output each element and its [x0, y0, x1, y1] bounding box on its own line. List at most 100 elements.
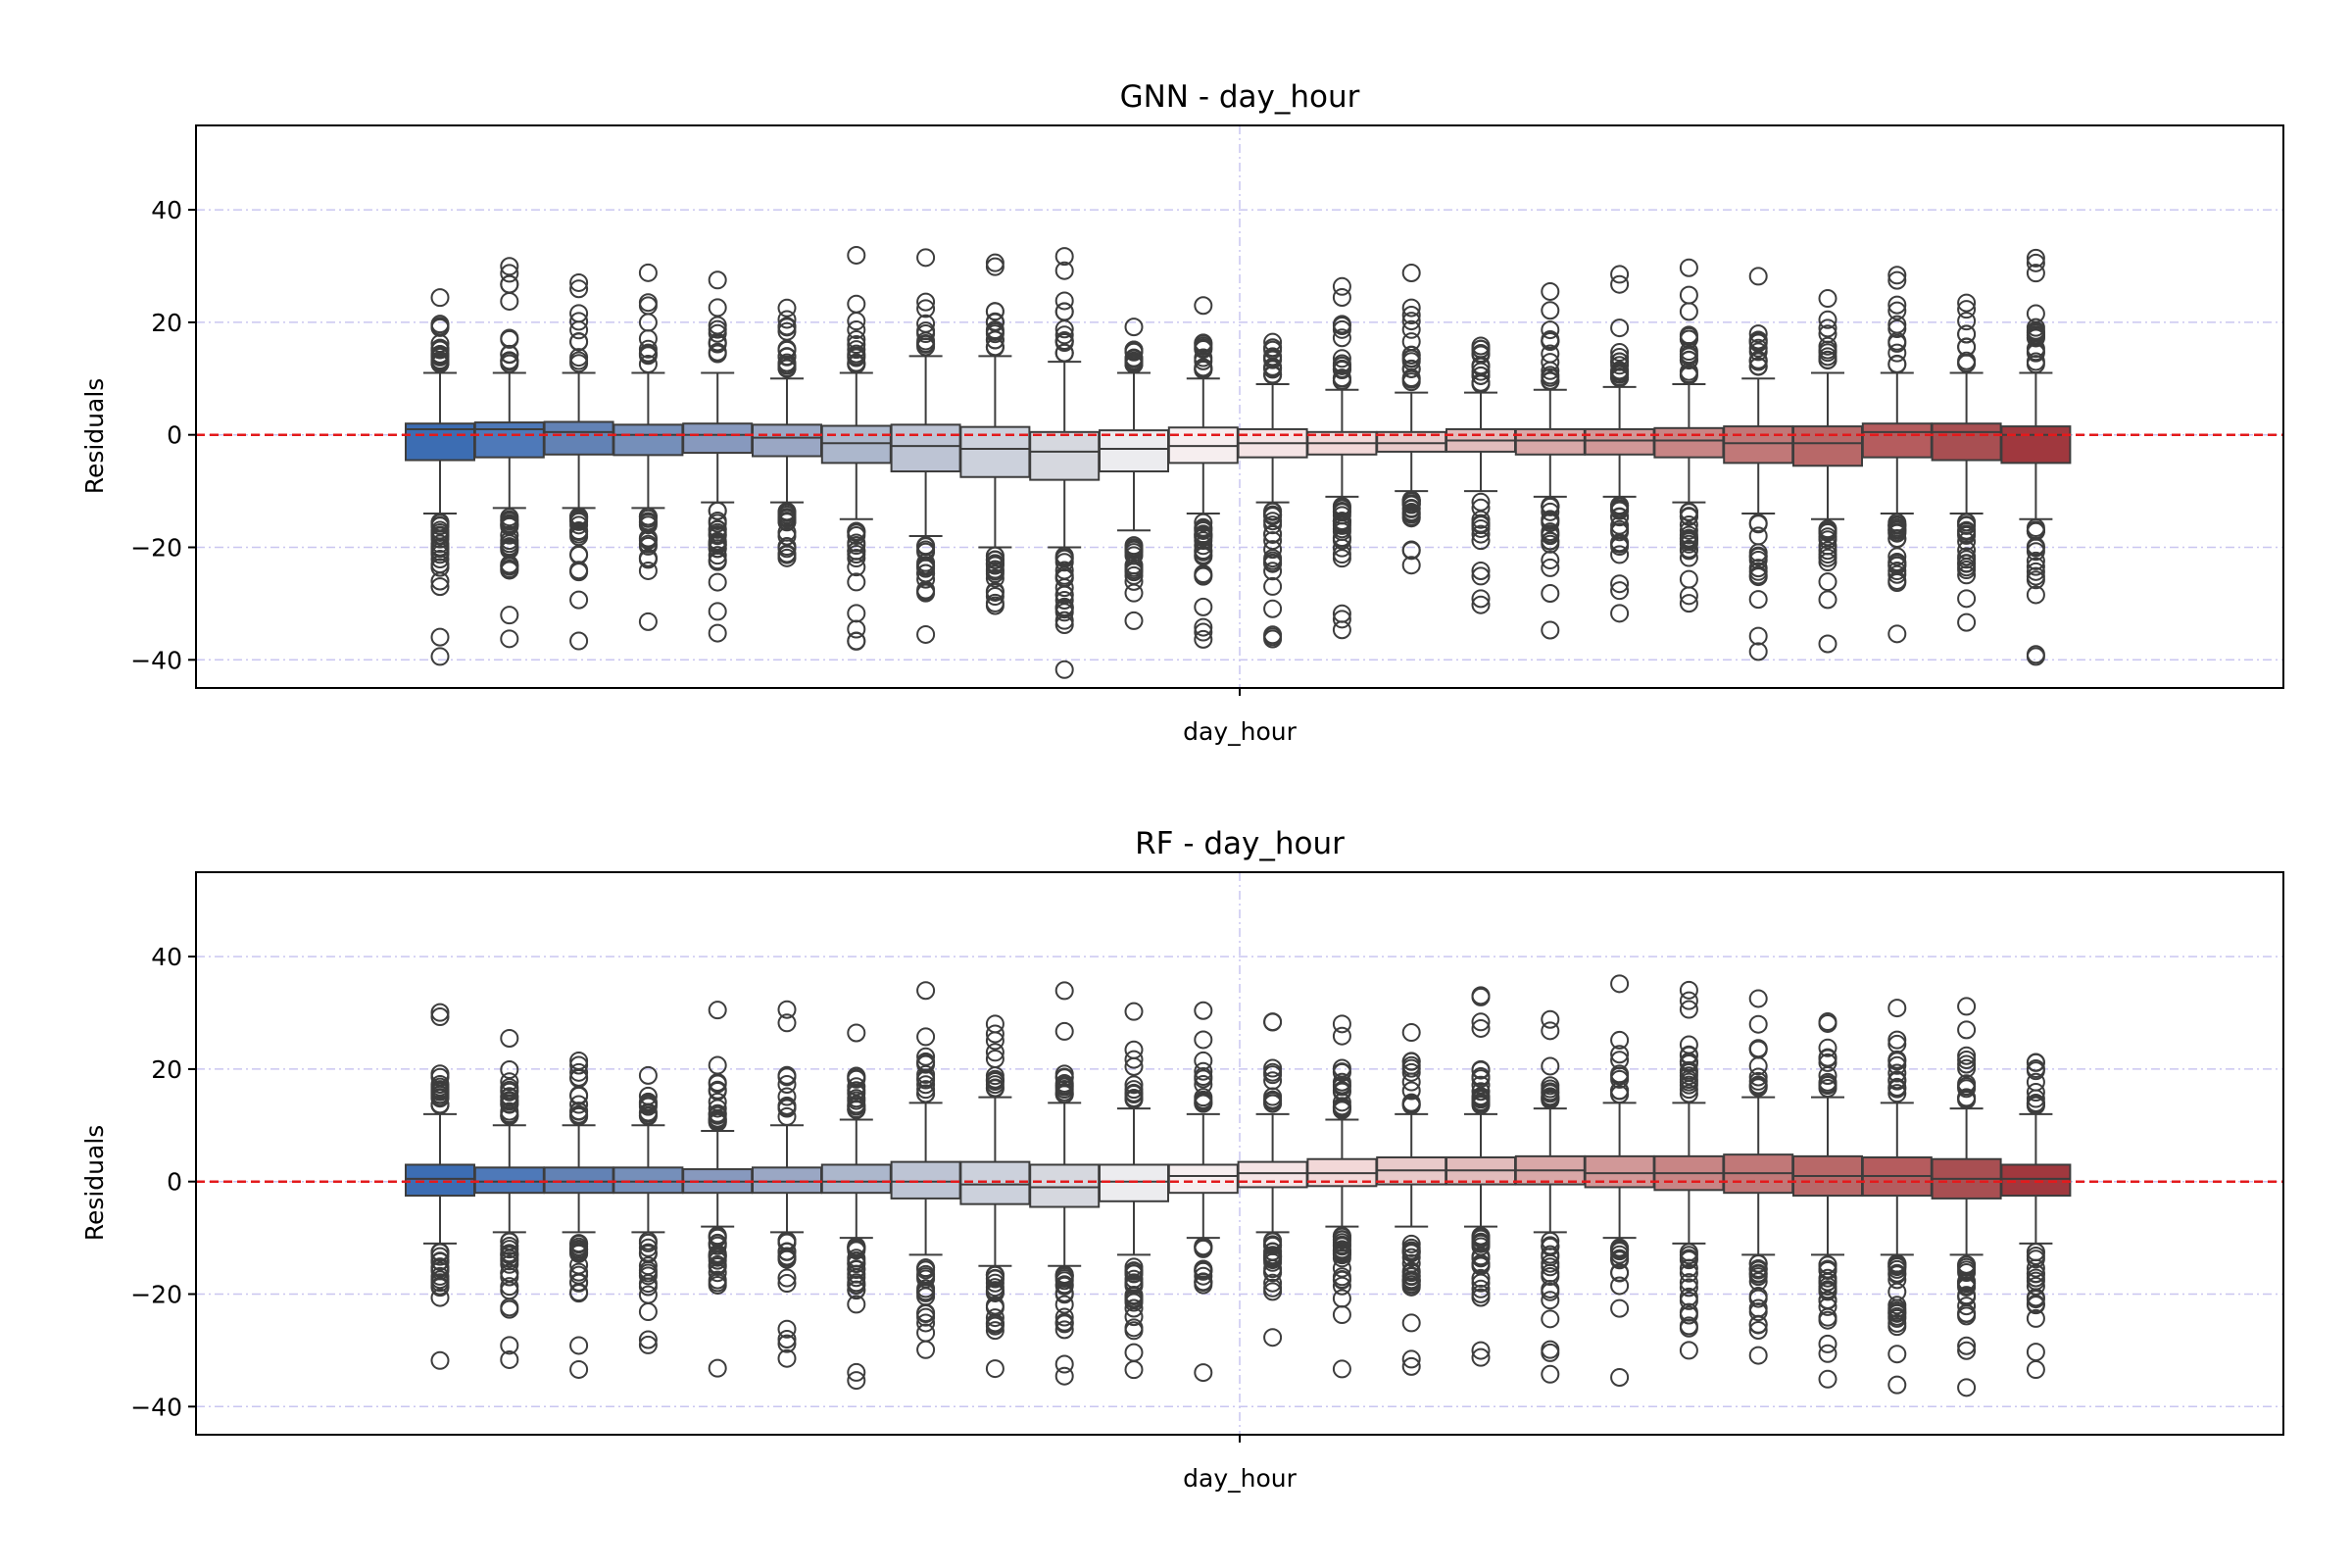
outlier-point — [1748, 332, 1768, 352]
outlier-point — [569, 1359, 589, 1379]
outlier-point — [985, 1321, 1004, 1341]
outlier-point — [985, 1269, 1004, 1289]
outlier-point — [1818, 1369, 1838, 1389]
box-14 — [1376, 263, 1447, 575]
outlier-point — [1194, 1069, 1213, 1089]
outlier-point — [1957, 1303, 1977, 1323]
outlier-point — [1194, 1239, 1213, 1258]
outlier-point — [500, 629, 519, 649]
outlier-point — [1194, 536, 1213, 556]
outlier-point — [985, 1314, 1004, 1334]
outlier-point — [569, 1055, 589, 1075]
outlier-point — [1541, 1364, 1560, 1384]
outlier-point — [847, 604, 866, 623]
outlier-point — [1124, 1276, 1144, 1296]
outlier-point — [1748, 642, 1768, 662]
box-body — [1653, 426, 1725, 459]
outlier-point — [1957, 1378, 1977, 1397]
outlier-point — [1332, 359, 1351, 378]
outlier-point — [1957, 1263, 1977, 1283]
outlier-point — [1679, 1341, 1698, 1360]
outlier-point — [916, 248, 936, 268]
outlier-point — [1263, 1232, 1283, 1251]
outlier-point — [430, 1276, 450, 1296]
box-2 — [543, 272, 614, 651]
outlier-point — [2026, 1250, 2045, 1269]
outlier-point — [916, 981, 936, 1001]
outlier-point — [1957, 565, 1977, 585]
outlier-point — [1818, 1291, 1838, 1310]
outlier-point — [1610, 362, 1630, 381]
outlier-point — [1124, 1289, 1144, 1308]
outlier-point — [1054, 1313, 1074, 1333]
outlier-point — [1263, 1282, 1283, 1301]
box-21 — [1861, 266, 1933, 644]
outlier-point — [1610, 274, 1630, 294]
outlier-point — [1957, 1054, 1977, 1074]
outlier-point — [1401, 556, 1421, 575]
outlier-point — [1194, 541, 1213, 561]
outlier-point — [1748, 590, 1768, 610]
outlier-point — [1124, 318, 1144, 337]
outlier-point — [1887, 1317, 1907, 1337]
outlier-point — [1679, 594, 1698, 613]
outlier-point — [916, 1340, 936, 1359]
outlier-point — [2026, 355, 2045, 374]
outlier-point — [1194, 597, 1213, 616]
outlier-point — [1748, 989, 1768, 1008]
box-body — [612, 1166, 684, 1195]
box-22 — [1931, 997, 2002, 1397]
outlier-point — [1887, 1345, 1907, 1364]
gnn-y-axis-label: Residuals — [80, 378, 109, 495]
outlier-point — [1541, 1257, 1560, 1277]
outlier-point — [1263, 554, 1283, 573]
outlier-point — [1748, 1258, 1768, 1278]
outlier-point — [1541, 331, 1560, 351]
outlier-point — [1401, 1052, 1421, 1071]
outlier-point — [847, 335, 866, 355]
outlier-point — [1679, 520, 1698, 540]
outlier-point — [708, 1358, 727, 1378]
outlier-point — [638, 1277, 658, 1297]
outlier-point — [1194, 617, 1213, 637]
outlier-point — [1610, 574, 1630, 594]
outlier-point — [1818, 548, 1838, 567]
outlier-point — [1610, 1240, 1630, 1259]
outlier-point — [708, 1233, 727, 1252]
outlier-point — [1332, 610, 1351, 629]
outlier-point — [1818, 522, 1838, 542]
outlier-point — [777, 1274, 797, 1294]
outlier-point — [985, 253, 1004, 272]
outlier-point — [638, 296, 658, 316]
outlier-point — [1748, 350, 1768, 369]
outlier-point — [985, 1282, 1004, 1301]
outlier-point — [1471, 589, 1491, 609]
outlier-point — [1054, 343, 1074, 363]
outlier-point — [777, 537, 797, 557]
box-23 — [2000, 1053, 2072, 1380]
outlier-point — [1332, 1249, 1351, 1268]
outlier-point — [638, 1302, 658, 1322]
outlier-point — [2026, 1294, 2045, 1313]
outlier-point — [1679, 528, 1698, 548]
outlier-point — [1332, 1097, 1351, 1116]
outlier-point — [2026, 1243, 2045, 1262]
outlier-point — [1610, 501, 1630, 520]
outlier-point — [1263, 1328, 1283, 1348]
outlier-point — [1401, 1248, 1421, 1267]
y-tick-label: 40 — [151, 196, 182, 224]
outlier-point — [1263, 1242, 1283, 1261]
outlier-point — [1194, 340, 1213, 360]
box-4 — [682, 1001, 754, 1378]
outlier-point — [1541, 1090, 1560, 1109]
outlier-point — [569, 590, 589, 610]
outlier-point — [500, 328, 519, 348]
outlier-point — [569, 1262, 589, 1282]
outlier-point — [1471, 510, 1491, 529]
outlier-point — [1124, 540, 1144, 560]
box-0 — [405, 1003, 475, 1370]
outlier-point — [2026, 327, 2045, 347]
outlier-point — [569, 1273, 589, 1293]
outlier-point — [1957, 520, 1977, 540]
box-19 — [1723, 267, 1794, 662]
